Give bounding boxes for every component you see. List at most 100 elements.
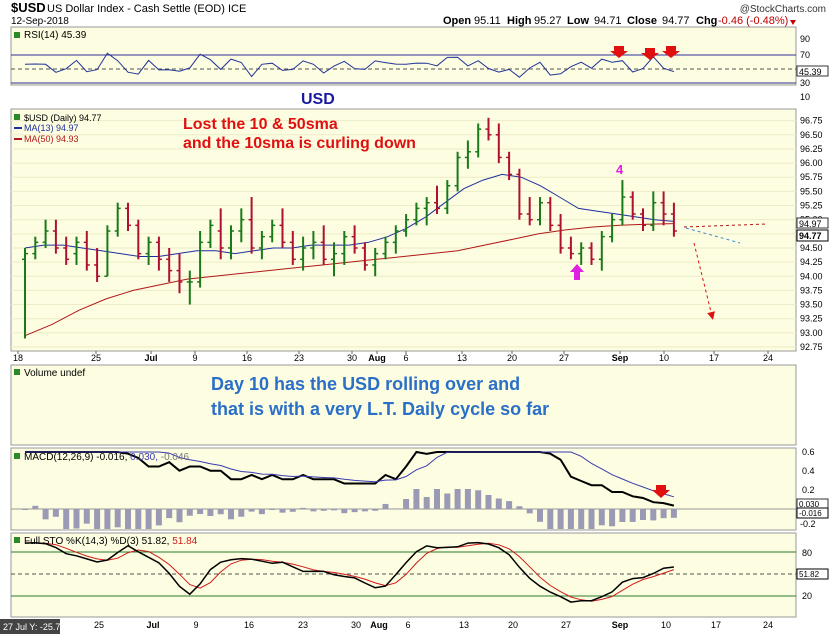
macd-histogram-bar <box>578 509 585 529</box>
macd-histogram-bar <box>83 509 90 524</box>
ohlc-bar <box>382 236 389 260</box>
volume-panel <box>10 364 797 446</box>
panel-toggle-icon[interactable] <box>14 369 20 375</box>
macd-histogram-bar <box>238 509 245 517</box>
panel-toggle-icon[interactable] <box>14 537 20 543</box>
macd-histogram-bar <box>166 509 173 519</box>
ohlc-bar <box>228 225 234 260</box>
macd-histogram-bar <box>598 509 605 526</box>
x-axis-top-label: 13 <box>457 353 467 363</box>
x-axis-bottom-label: Aug <box>370 620 388 630</box>
ohlc-bar <box>104 225 111 278</box>
x-axis-top-label: 6 <box>403 353 408 363</box>
x-axis-top-label: 23 <box>294 353 304 363</box>
ohlc-bar <box>52 219 59 254</box>
down-arrow-icon <box>652 485 670 498</box>
macd-histogram-bar <box>125 509 131 529</box>
open-label: Open <box>443 15 471 27</box>
price-legend: $USD (Daily) 94.77 MA(13) 94.97 MA(50) 9… <box>14 113 102 144</box>
chg-value: -0.46 (-0.48%) <box>718 15 788 27</box>
rsi-level-10: 10 <box>800 92 810 102</box>
ohlc-bar <box>526 197 533 226</box>
ma13-line <box>24 173 674 257</box>
sto-level-20: 20 <box>802 591 812 601</box>
ohlc-bar <box>341 231 348 265</box>
ohlc-bar <box>629 191 636 220</box>
ohlc-bar <box>207 219 214 248</box>
sto-k-line <box>24 541 674 603</box>
ohlc-bar <box>145 236 152 265</box>
macd-histogram-bar <box>361 509 368 512</box>
rsi-level-30: 30 <box>800 78 810 88</box>
footer-note-box <box>0 619 60 634</box>
up-arrow-icon <box>570 264 584 280</box>
price-axis-label: 92.75 <box>800 342 823 352</box>
volume-annotation-line-2: that is with a very L.T. Daily cycle so … <box>211 399 549 419</box>
ohlc-bar <box>331 242 337 277</box>
macd-histogram-bar <box>660 509 667 519</box>
x-axis-bottom-label: Jul <box>146 620 159 630</box>
panel-toggle-icon[interactable] <box>14 453 20 459</box>
price-axis-label: 93.75 <box>800 285 823 295</box>
ohlc-bar <box>516 168 523 220</box>
projection-price <box>693 242 715 320</box>
down-arrow-icon <box>662 46 680 58</box>
ohlc-bar <box>464 140 471 169</box>
sto-value-tag-text: 51.82 <box>799 570 820 579</box>
macd-histogram-bar <box>135 509 142 529</box>
rsi-label: RSI(14) 45.39 <box>24 30 87 41</box>
ohlc-bar <box>310 231 317 260</box>
ohlc-bar <box>485 117 492 141</box>
ohlc-summary: Open 95.11 High 95.27 Low 94.71 Close 94… <box>443 15 796 27</box>
cycle-marker-4: 4 <box>616 162 624 177</box>
ma-value-tag-text: 94.97 <box>799 219 822 229</box>
macd-histogram-bar <box>258 509 265 515</box>
close-value: 94.77 <box>662 15 690 27</box>
sto-level-80: 80 <box>802 548 812 558</box>
x-axis-top-label: 16 <box>242 353 252 363</box>
ohlc-bar <box>258 231 265 260</box>
x-axis-bottom-label: 9 <box>193 620 198 630</box>
down-arrow-icon <box>610 46 628 58</box>
macd-histogram-bar <box>289 509 296 512</box>
macd-histogram-bar <box>588 509 595 529</box>
panel-toggle-icon[interactable] <box>14 114 20 120</box>
macd-histogram-bar <box>547 509 554 529</box>
x-axis-bottom-label: 6 <box>405 620 410 630</box>
macd-histogram-bar <box>197 509 204 515</box>
ohlc-bar <box>94 247 101 282</box>
ma-value-tag <box>796 217 829 229</box>
x-axis-top-label: 9 <box>192 353 197 363</box>
macd-histogram-bar <box>495 498 502 509</box>
macd-histogram-bar <box>331 509 337 511</box>
ohlc-bar <box>444 180 451 215</box>
macd-level-neg0.2: -0.2 <box>800 519 816 529</box>
price-axis-label: 93.50 <box>800 300 823 310</box>
footer-note: 27 Jul Y: -25.71 <box>3 622 65 632</box>
ohlc-bar <box>125 202 131 231</box>
ohlc-bar <box>403 214 410 237</box>
ohlc-bar <box>640 208 646 231</box>
macd-histogram-bar <box>372 509 379 511</box>
ohlc-bar <box>289 231 296 265</box>
ohlc-bar <box>73 236 80 265</box>
x-axis-bottom-label: 20 <box>508 620 518 630</box>
price-axis-label: 93.00 <box>800 328 823 338</box>
sto-value-tag <box>796 568 829 580</box>
x-axis-top-label: 27 <box>559 353 569 363</box>
symbol-description: US Dollar Index - Cash Settle (EOD) ICE <box>47 3 246 15</box>
macd-histogram-bar <box>464 489 471 509</box>
macd-histogram-bar <box>186 509 193 516</box>
ma50-legend: MA(50) 94.93 <box>24 134 79 144</box>
macd-histogram-bar <box>403 498 410 509</box>
ohlc-bar <box>537 197 543 226</box>
price-axis-label: 96.25 <box>800 144 823 154</box>
x-axis-bottom-label: Sep <box>612 620 629 630</box>
sto-panel <box>10 532 797 618</box>
rsi-line <box>24 52 675 78</box>
macd-histogram-bar <box>506 501 513 509</box>
x-axis-bottom-label: 17 <box>711 620 721 630</box>
macd-histogram-bar <box>63 509 70 529</box>
panel-toggle-icon[interactable] <box>14 32 20 38</box>
